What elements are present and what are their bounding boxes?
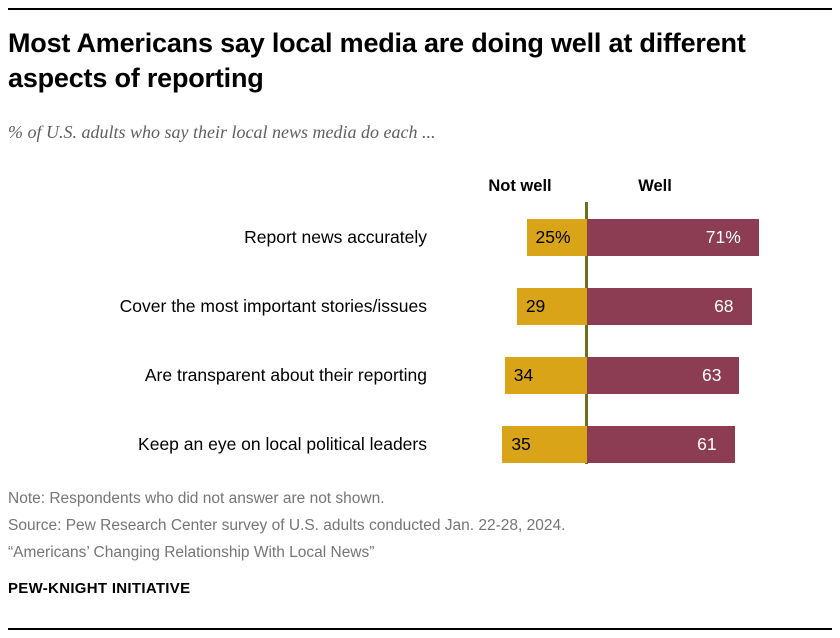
not-well-bar: 29 xyxy=(516,288,587,325)
category-label: Report news accurately xyxy=(244,227,427,247)
pew-knight-initiative-wordmark: PEW-KNIGHT INITIATIVE xyxy=(8,580,191,597)
diverging-bar-chart: Report news accurately 25% 71% Cover the mo… xyxy=(0,219,840,501)
well-bar: 68 xyxy=(587,288,752,325)
chart-row: Are transparent about their reporting 34 6… xyxy=(0,357,840,394)
well-bar: 63 xyxy=(587,357,740,394)
column-header-well: Well xyxy=(638,177,672,195)
well-bar: 71% xyxy=(587,219,759,256)
chart-notes: Note: Respondents who did not answer are… xyxy=(8,486,808,567)
category-label: Are transparent about their reporting xyxy=(144,365,427,385)
chart-row: Report news accurately 25% 71% xyxy=(0,219,840,256)
column-header-not-well: Not well xyxy=(488,177,552,195)
report-title-line: “Americans’ Changing Relationship With L… xyxy=(8,543,375,561)
bottom-divider-rule xyxy=(8,628,832,630)
not-well-bar: 25% xyxy=(526,219,587,256)
category-label: Cover the most important stories/issues xyxy=(119,296,427,316)
chart-subtitle: % of U.S. adults who say their local new… xyxy=(8,122,436,142)
top-divider-rule xyxy=(8,8,832,10)
not-well-bar: 35 xyxy=(502,426,587,463)
category-label: Keep an eye on local political leaders xyxy=(138,434,427,454)
chart-center-axis-line xyxy=(585,202,588,464)
well-bar: 61 xyxy=(587,426,735,463)
source-line: Source: Pew Research Center survey of U.… xyxy=(8,516,566,534)
note-line: Note: Respondents who did not answer are… xyxy=(8,490,385,507)
not-well-bar: 34 xyxy=(504,357,587,394)
chart-row: Keep an eye on local political leaders 35… xyxy=(0,426,840,463)
chart-title: Most Americans say local media are doing… xyxy=(8,28,746,94)
chart-row: Cover the most important stories/issues 2… xyxy=(0,288,840,325)
